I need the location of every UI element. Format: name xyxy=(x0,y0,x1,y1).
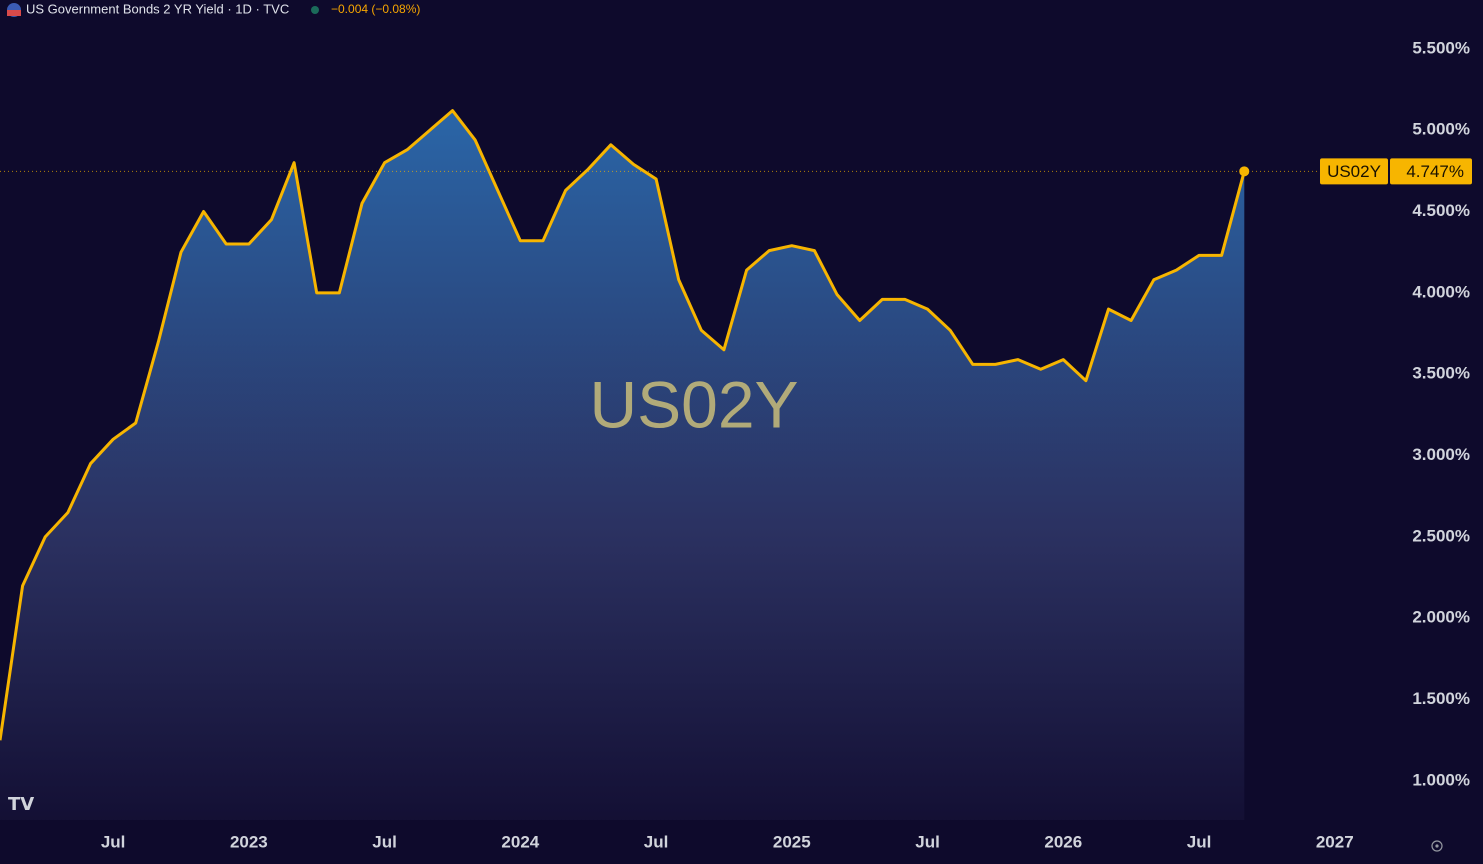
x-tick-label: Jul xyxy=(1187,832,1212,851)
last-point xyxy=(1239,166,1250,177)
x-tick-label: 2027 xyxy=(1316,832,1354,851)
symbol-tag-bg xyxy=(1320,158,1388,185)
y-tick-label: 4.000% xyxy=(1412,282,1470,301)
flag-icon-stripe xyxy=(7,10,21,16)
x-tick-label: 2024 xyxy=(501,832,539,851)
y-tick-label: 3.500% xyxy=(1412,364,1470,383)
y-tick-label: 1.000% xyxy=(1412,770,1470,789)
plot-area xyxy=(0,109,1320,821)
x-tick-label: 2026 xyxy=(1044,832,1082,851)
symbol-tag: US02Y xyxy=(1327,162,1381,181)
y-tick-label: 3.000% xyxy=(1412,445,1470,464)
watermark: US02Y xyxy=(589,367,798,441)
y-tick-label: 5.000% xyxy=(1412,120,1470,139)
tv-logo: 𝗧𝗩 xyxy=(8,794,34,814)
x-tick-label: 2023 xyxy=(230,832,268,851)
status-dot xyxy=(311,6,319,14)
symbol-title: US Government Bonds 2 YR Yield · 1D · TV… xyxy=(26,1,289,16)
settings-icon-dot[interactable] xyxy=(1435,844,1439,848)
y-tick-label: 2.000% xyxy=(1412,608,1470,627)
price-tag: 4.747% xyxy=(1406,162,1464,181)
y-tick-label: 1.500% xyxy=(1412,689,1470,708)
y-tick-label: 5.500% xyxy=(1412,38,1470,57)
area-fill xyxy=(0,110,1245,821)
settings-icon[interactable] xyxy=(1431,840,1443,852)
x-tick-label: Jul xyxy=(915,832,940,851)
x-tick-label: 2025 xyxy=(773,832,811,851)
series-line xyxy=(0,109,1246,741)
x-tick-label: Jul xyxy=(101,832,126,851)
price-tag-bg xyxy=(1390,158,1472,185)
x-tick-label: Jul xyxy=(644,832,669,851)
y-tick-label: 4.500% xyxy=(1412,201,1470,220)
price-change: −0.004 (−0.08%) xyxy=(331,2,420,16)
y-tick-label: 2.500% xyxy=(1412,526,1470,545)
x-tick-label: Jul xyxy=(372,832,397,851)
